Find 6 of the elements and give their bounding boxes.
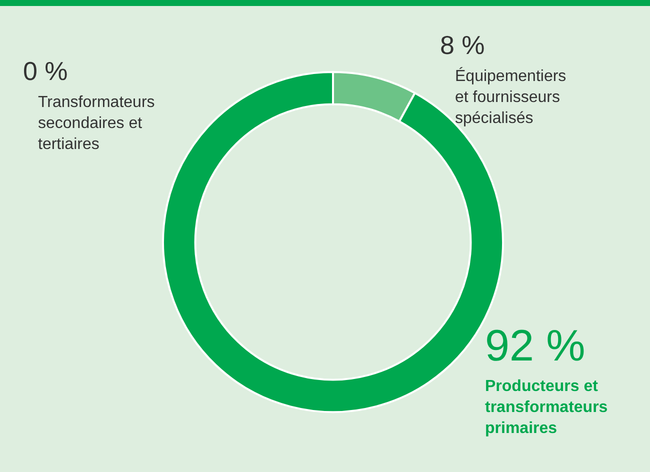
slice-label: Producteurs et transformateurs primaires [485, 378, 612, 437]
data-label: 8 % [440, 30, 485, 60]
category-label: Transformateurs secondaires et tertiaires [38, 94, 155, 153]
text: 0 % [23, 56, 68, 86]
slice-label: Équipementiers et fournisseurs spécialisés [455, 67, 571, 127]
data-label: 92 % [485, 322, 586, 370]
